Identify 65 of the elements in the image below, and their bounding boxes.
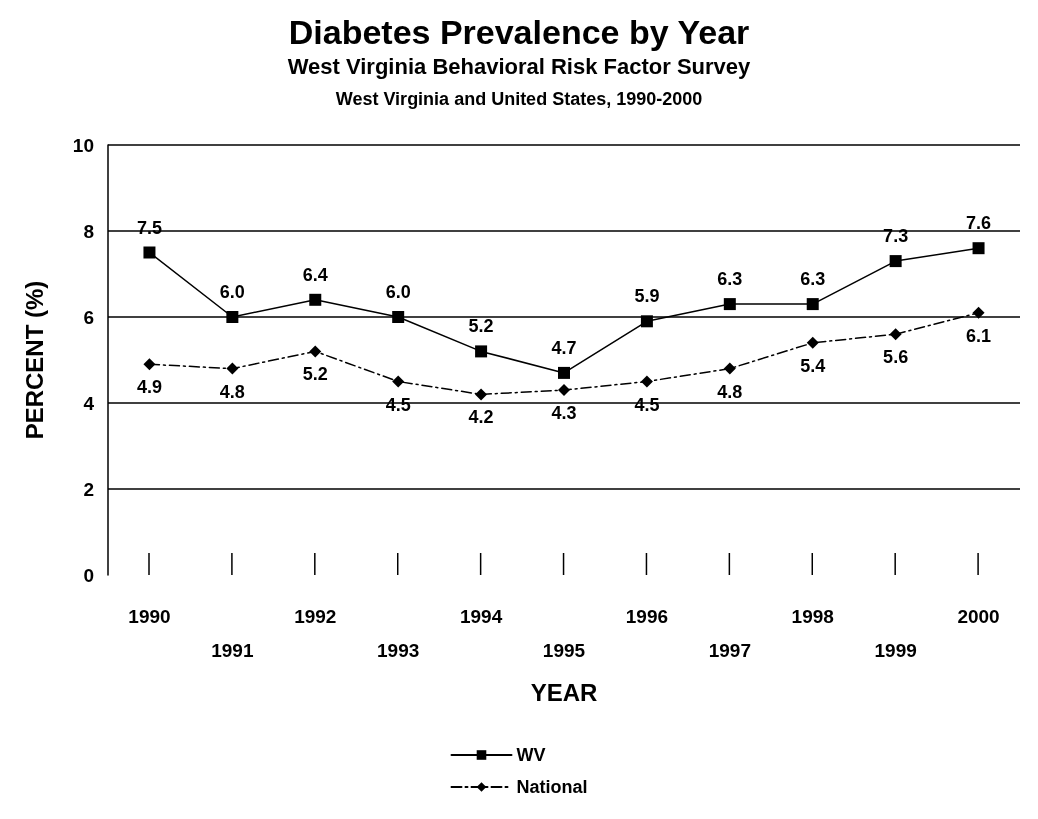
data-label: 7.3 (883, 226, 909, 247)
data-label: 4.2 (468, 407, 494, 428)
data-label: 4.8 (219, 381, 245, 402)
data-label: 5.4 (800, 355, 826, 376)
x-axis-title: YEAR (530, 678, 598, 706)
x-tick-label: 1993 (377, 639, 420, 661)
point (640, 315, 653, 328)
point (558, 366, 570, 379)
legend-label: WV (516, 745, 546, 765)
point (475, 388, 488, 401)
legend-label: National (516, 777, 588, 797)
data-label: 5.9 (634, 286, 660, 307)
x-tick-label: 1999 (874, 639, 917, 661)
point (392, 375, 405, 388)
data-label: 5.2 (302, 364, 328, 385)
y-tick-label: 4 (83, 392, 95, 414)
x-tick-label: 2000 (957, 605, 1000, 627)
data-label: 6.4 (302, 264, 328, 285)
x-tick-label: 1998 (791, 605, 834, 627)
data-label: 5.2 (468, 316, 494, 337)
y-axis-title: PERCENT (%) (20, 280, 48, 440)
point (806, 336, 819, 349)
point (640, 375, 653, 388)
point (723, 298, 736, 311)
point (143, 246, 156, 259)
data-label: 6.0 (219, 282, 245, 302)
point (143, 358, 156, 371)
x-tick-label: 1992 (294, 605, 337, 627)
data-label: 6.3 (800, 269, 826, 290)
x-tick-label: 1995 (542, 639, 586, 661)
point (309, 345, 322, 358)
point (558, 384, 570, 397)
y-tick-label: 6 (83, 306, 94, 328)
point (972, 242, 985, 255)
data-label: 5.6 (883, 347, 909, 368)
data-label: 6.1 (966, 325, 992, 346)
point (972, 306, 985, 319)
text: West Virginia and United States, 1990-2000 (335, 89, 703, 109)
data-label: 4.8 (717, 381, 743, 402)
y-tick-label: 8 (83, 220, 94, 242)
data-label: 7.6 (966, 213, 992, 234)
x-tick-label: 1997 (708, 639, 751, 661)
x-tick-label: 1990 (128, 605, 171, 627)
point (309, 293, 322, 306)
chart-title: Diabetes Prevalence by Year (288, 13, 750, 51)
x-tick-label: 1996 (625, 605, 669, 627)
point (226, 311, 239, 323)
point (806, 298, 819, 311)
point (392, 311, 405, 323)
y-tick-label: 2 (83, 478, 94, 500)
data-label: 6.3 (717, 269, 743, 290)
point (723, 362, 736, 375)
y-tick-label: 0 (83, 564, 94, 586)
data-label: 4.7 (551, 337, 577, 358)
data-label: 4.3 (551, 403, 577, 424)
point (889, 255, 902, 268)
point (226, 362, 239, 375)
data-label: 4.9 (136, 377, 162, 398)
point (475, 345, 488, 358)
x-tick-label: 1994 (459, 605, 503, 627)
y-tick-label: 10 (72, 134, 94, 156)
data-label: 6.0 (385, 282, 411, 302)
point (889, 328, 902, 341)
x-tick-label: 1991 (211, 639, 254, 661)
chart-subtitle: West Virginia Behavioral Risk Factor Survey (287, 53, 752, 79)
